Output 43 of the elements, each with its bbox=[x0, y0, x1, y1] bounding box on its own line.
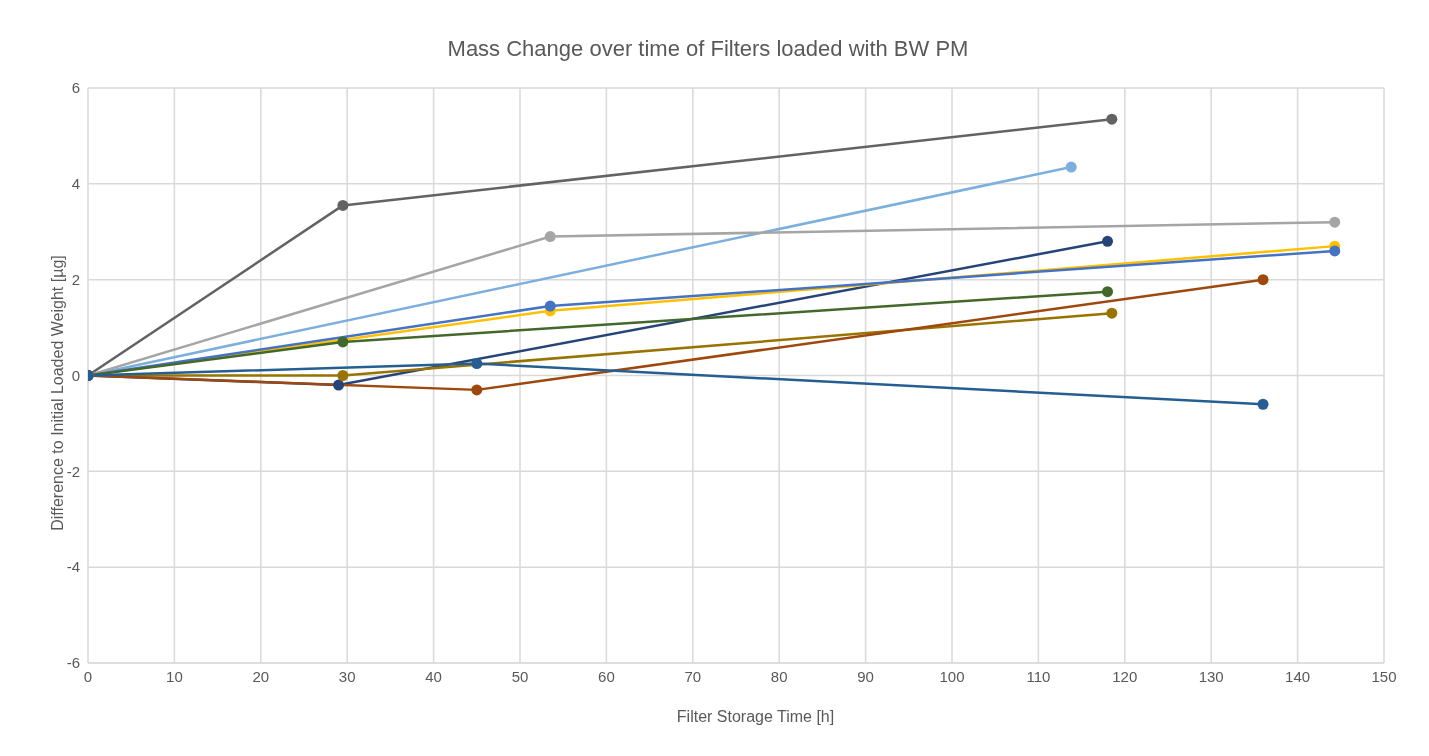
x-tick-label: 60 bbox=[598, 667, 615, 685]
point bbox=[337, 336, 349, 348]
point bbox=[1106, 307, 1118, 319]
y-tick-label: 2 bbox=[71, 270, 80, 288]
y-tick-label: 4 bbox=[71, 175, 80, 193]
x-tick-label: 70 bbox=[684, 667, 702, 685]
x-tick-label: 130 bbox=[1198, 667, 1224, 685]
point bbox=[471, 358, 483, 370]
point bbox=[1329, 216, 1341, 228]
point bbox=[1102, 286, 1114, 298]
y-tick-label: 6 bbox=[71, 79, 80, 97]
point bbox=[544, 231, 556, 243]
point bbox=[1329, 245, 1341, 257]
point bbox=[1065, 161, 1077, 173]
x-tick-label: 0 bbox=[83, 667, 93, 685]
y-axis-title: Difference to Initial Loaded Weight [µg] bbox=[49, 255, 67, 531]
point bbox=[333, 379, 345, 391]
chart-title: Mass Change over time of Filters loaded with BW PM bbox=[446, 36, 970, 62]
x-tick-label: 50 bbox=[511, 667, 529, 685]
x-tick-label: 20 bbox=[252, 667, 270, 685]
y-tick-label: -4 bbox=[66, 558, 80, 576]
y-tick-label: 0 bbox=[71, 366, 80, 384]
x-tick-label: 120 bbox=[1112, 667, 1138, 685]
y-tick-label: -6 bbox=[66, 654, 80, 672]
point bbox=[1257, 274, 1269, 286]
point bbox=[1257, 398, 1269, 410]
x-tick-label: 10 bbox=[166, 667, 183, 685]
point bbox=[1102, 235, 1114, 247]
point bbox=[337, 370, 349, 381]
x-tick-label: 30 bbox=[338, 667, 356, 685]
point bbox=[471, 384, 483, 396]
point bbox=[337, 199, 349, 211]
x-tick-label: 150 bbox=[1371, 667, 1397, 685]
x-tick-label: 90 bbox=[857, 667, 874, 685]
x-axis-title: Filter Storage Time [h] bbox=[675, 708, 836, 726]
x-tick-label: 140 bbox=[1285, 667, 1311, 685]
point bbox=[544, 300, 556, 312]
y-tick-label: -2 bbox=[66, 462, 80, 480]
x-tick-label: 100 bbox=[939, 667, 965, 685]
point bbox=[1106, 113, 1118, 125]
x-tick-label: 110 bbox=[1026, 667, 1051, 685]
x-tick-label: 40 bbox=[425, 667, 442, 685]
x-tick-label: 80 bbox=[770, 667, 788, 685]
